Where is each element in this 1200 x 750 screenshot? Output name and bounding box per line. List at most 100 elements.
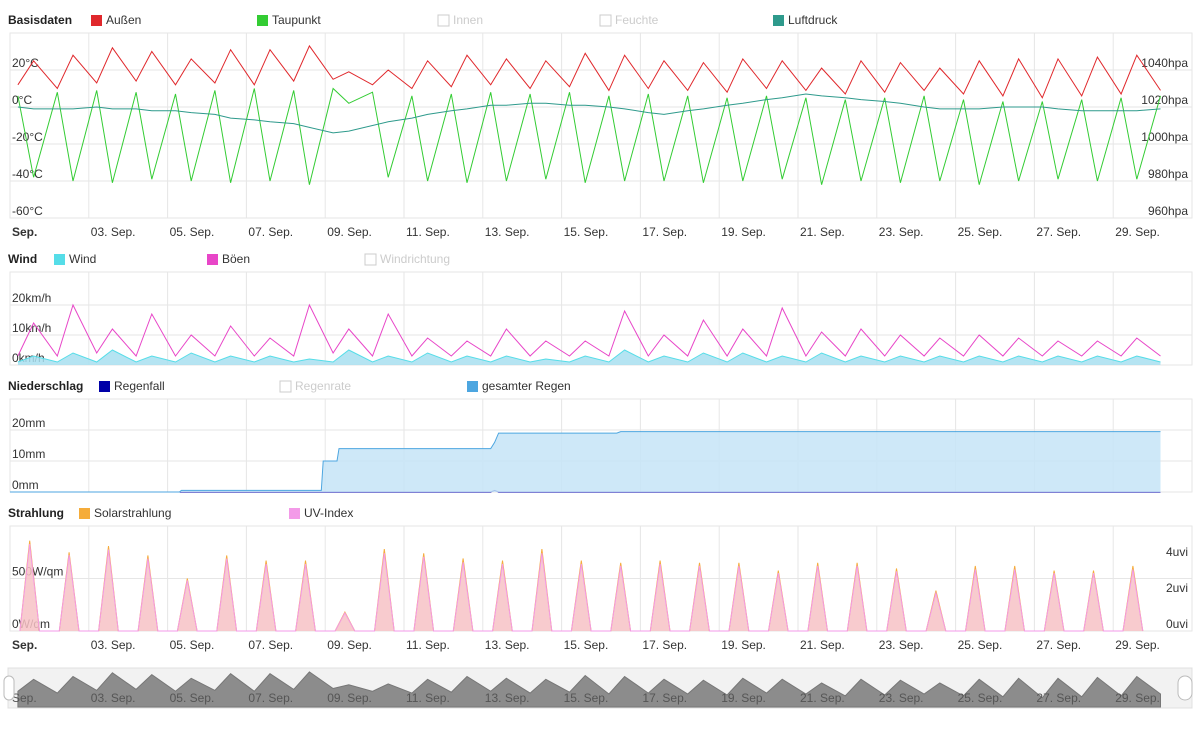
x-tick-label: 27. Sep. [1036,225,1081,239]
series-area [19,540,1143,631]
x-tick-label: 17. Sep. [642,225,687,239]
x-tick-label: 13. Sep. [485,638,530,652]
navigator-tick-label: 03. Sep. [91,691,136,705]
y-tick-label: -60°C [12,204,43,218]
legend-marker [99,381,110,392]
y2-tick-label: 1020hpa [1141,93,1188,107]
y-tick-label: 0°C [12,93,32,107]
legend-label: Windrichtung [380,252,450,266]
legend-label: Solarstrahlung [94,506,171,520]
y-tick-label: 20°C [12,56,39,70]
series-line [10,431,1161,493]
navigator-tick-label: 21. Sep. [800,691,845,705]
navigator-tick-label: 19. Sep. [721,691,766,705]
chart-title: Basisdaten [8,13,72,27]
x-tick-label: 17. Sep. [642,638,687,652]
x-tick-label: 19. Sep. [721,225,766,239]
chart-title: Niederschlag [8,379,83,393]
legend-marker [437,14,450,27]
x-tick-label: 21. Sep. [800,638,845,652]
navigator-tick-label: 17. Sep. [642,691,687,705]
legend-marker [599,14,612,27]
series-line [17,303,1161,358]
navigator-tick-label: 05. Sep. [170,691,215,705]
x-tick-label: 09. Sep. [327,225,372,239]
series-line [17,93,1161,134]
chart-title: Strahlung [8,506,64,520]
legend-marker [289,508,300,519]
y-tick-label: 500W/qm [12,565,63,579]
navigator-tick-label: 27. Sep. [1036,691,1081,705]
legend-label: Taupunkt [272,13,321,27]
legend-marker [467,381,478,392]
navigator-area [17,671,1161,708]
y-tick-label: 0mm [12,478,39,492]
legend-marker [54,254,65,265]
navigator-tick-label: 07. Sep. [248,691,293,705]
x-tick-label: 07. Sep. [248,225,293,239]
chart-title: Wind [8,252,37,266]
x-tick-label: 29. Sep. [1115,638,1160,652]
y2-tick-label: 2uvi [1166,581,1188,595]
y2-tick-label: 960hpa [1148,204,1188,218]
y2-tick-label: 1040hpa [1141,56,1188,70]
x-tick-label: 05. Sep. [170,638,215,652]
navigator-tick-label: 15. Sep. [564,691,609,705]
navigator-tick-label: 11. Sep. [406,691,450,705]
y2-tick-label: 0uvi [1166,617,1188,631]
x-tick-label: 11. Sep. [406,638,450,652]
legend-label: Regenfall [114,379,165,393]
y2-tick-label: 4uvi [1166,545,1188,559]
series-line [17,349,1161,363]
x-tick-label: 13. Sep. [485,225,530,239]
y-tick-label: 20km/h [12,291,51,305]
x-tick-label: 15. Sep. [564,638,609,652]
navigator-handle[interactable] [1177,675,1193,701]
legend-marker [91,15,102,26]
navigator-handle[interactable] [3,675,15,701]
legend-label: Außen [106,13,141,27]
legend-label: Böen [222,252,250,266]
navigator-tick-label: Sep. [12,691,37,705]
x-tick-label: 19. Sep. [721,638,766,652]
x-tick-label: 03. Sep. [91,225,136,239]
x-tick-label: 15. Sep. [564,225,609,239]
x-tick-label: 21. Sep. [800,225,845,239]
x-tick-label: 25. Sep. [958,225,1003,239]
x-tick-label: 03. Sep. [91,638,136,652]
legend-marker [207,254,218,265]
y-tick-label: -40°C [12,167,43,181]
navigator-tick-label: 09. Sep. [327,691,372,705]
x-tick-label: 05. Sep. [170,225,215,239]
legend-label: gesamter Regen [482,379,571,393]
legend-marker [279,380,292,393]
x-tick-label: 07. Sep. [248,638,293,652]
series-line [19,544,1144,632]
navigator-tick-label: 25. Sep. [958,691,1003,705]
series-line [17,44,1161,99]
x-tick-label: 09. Sep. [327,638,372,652]
legend-label: Luftdruck [788,13,838,27]
y-tick-label: 10mm [12,447,45,461]
legend-label: UV-Index [304,506,353,520]
legend-marker [257,15,268,26]
y-tick-label: 20mm [12,416,45,430]
legend-marker [364,253,377,266]
y-tick-label: -20°C [12,130,43,144]
legend-marker [773,15,784,26]
legend-label: Wind [69,252,96,266]
navigator-tick-label: 29. Sep. [1115,691,1160,705]
navigator-tick-label: 23. Sep. [879,691,924,705]
x-tick-label: Sep. [12,225,37,239]
navigator-tick-label: 13. Sep. [485,691,530,705]
legend-label: Regenrate [295,379,351,393]
x-tick-label: 11. Sep. [406,225,450,239]
series-line [17,87,1161,185]
x-tick-label: 25. Sep. [958,638,1003,652]
y2-tick-label: 980hpa [1148,167,1188,181]
legend-label: Feuchte [615,13,659,27]
x-tick-label: 27. Sep. [1036,638,1081,652]
x-tick-label: 23. Sep. [879,225,924,239]
